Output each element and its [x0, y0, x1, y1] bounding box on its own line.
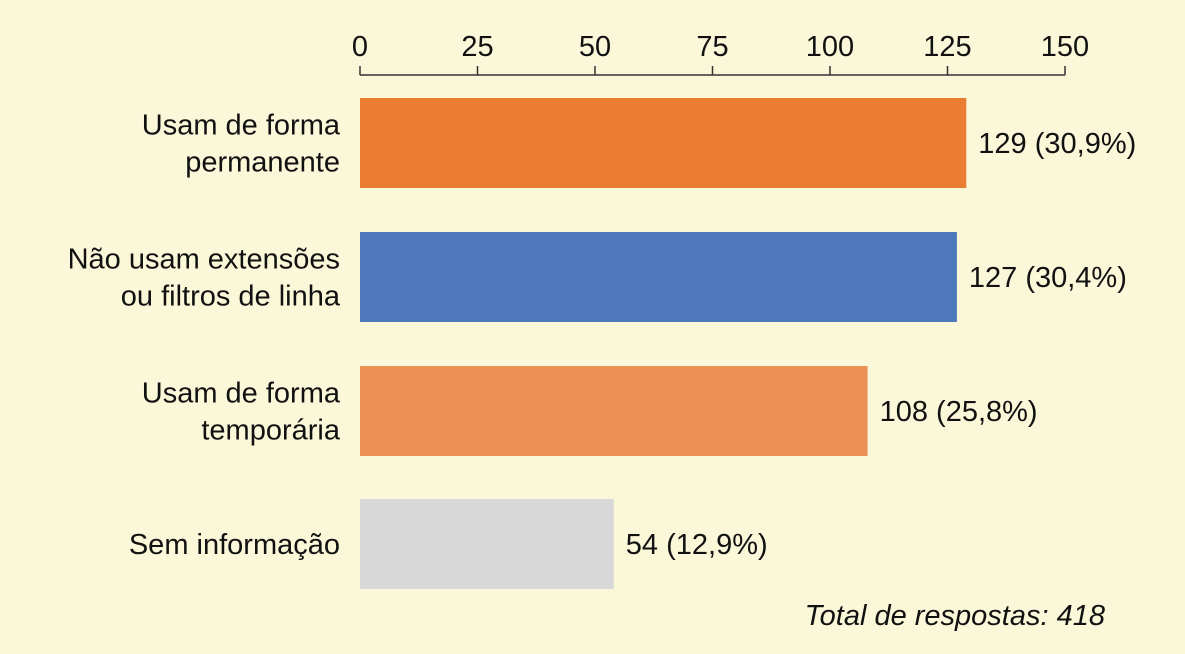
category-label: Usam de forma permanente — [142, 110, 341, 179]
x-tick-label: 75 — [696, 31, 728, 63]
category-label: Usam de forma temporária — [142, 378, 341, 447]
category-label-line: Usam de forma — [142, 378, 341, 410]
x-tick-label: 25 — [461, 31, 493, 63]
x-tick-label: 0 — [352, 31, 368, 63]
category-labels: Usam de forma permanente Não usam extensõe… — [68, 110, 341, 562]
bar — [360, 499, 614, 589]
data-label: 108 (25,8%) — [880, 396, 1038, 428]
x-tick-label: 125 — [923, 31, 971, 63]
category-label-line: ou filtros de linha — [121, 281, 341, 313]
data-labels: 129 (30,9%) 127 (30,4%) 108 (25,8%) 54 (12,… — [626, 128, 1137, 561]
category-label-line: permanente — [185, 147, 340, 179]
data-label: 129 (30,9%) — [978, 128, 1136, 160]
bars — [360, 98, 967, 589]
category-label-line: Sem informação — [129, 529, 340, 561]
bar — [360, 366, 868, 456]
x-tick-label: 50 — [579, 31, 611, 63]
bar — [360, 98, 967, 188]
category-label-line: Usam de forma — [142, 110, 341, 142]
category-label: Não usam extensões ou filtros de linha — [68, 244, 341, 313]
x-tick-label: 100 — [806, 31, 854, 63]
bar — [360, 232, 957, 322]
total-responses-note: Total de respostas: 418 — [805, 600, 1105, 632]
category-label-line: Não usam extensões — [68, 244, 340, 276]
category-label-line: temporária — [201, 415, 340, 447]
data-label: 54 (12,9%) — [626, 529, 768, 561]
x-tick-label: 150 — [1041, 31, 1089, 63]
x-axis: 0 25 50 75 100 125 150 — [352, 31, 1089, 76]
data-label: 127 (30,4%) — [969, 262, 1127, 294]
category-label: Sem informação — [129, 529, 340, 561]
